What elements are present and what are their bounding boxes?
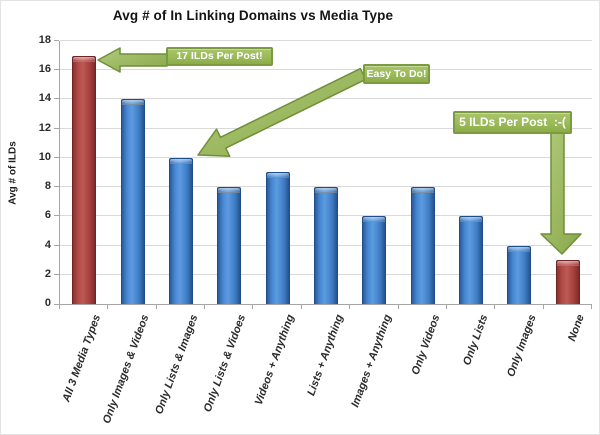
x-tick-mark-3 bbox=[204, 305, 205, 309]
gridline-y-8 bbox=[60, 186, 592, 188]
chart-title: Avg # of In Linking Domains vs Media Typ… bbox=[112, 8, 394, 23]
bar-only-lists bbox=[459, 216, 483, 304]
gridline-y-10 bbox=[60, 156, 592, 158]
callout-17-ilds-per-post: 17 ILDs Per Post! bbox=[166, 47, 273, 66]
y-tick-mark-18 bbox=[54, 40, 59, 41]
x-tick-mark-9 bbox=[494, 305, 495, 309]
x-tick-mark-0 bbox=[59, 305, 60, 309]
y-tick-mark-16 bbox=[54, 69, 59, 71]
gridline-y-12 bbox=[60, 127, 592, 129]
y-tick-mark-6 bbox=[54, 215, 59, 217]
gridline-y-16 bbox=[60, 69, 592, 71]
y-tick-label-8: 8 bbox=[44, 180, 51, 193]
y-tick-mark-0 bbox=[54, 304, 59, 305]
y-tick-label-4: 4 bbox=[44, 238, 51, 251]
x-tick-mark-2 bbox=[156, 305, 157, 309]
x-tick-mark-5 bbox=[301, 305, 302, 309]
y-tick-mark-8 bbox=[54, 186, 59, 188]
bar-only-videos bbox=[411, 187, 435, 304]
arrow-down-left-icon bbox=[197, 67, 367, 157]
y-tick-label-18: 18 bbox=[38, 34, 51, 46]
bar-lists-anything bbox=[314, 187, 338, 304]
x-tick-mark-1 bbox=[107, 305, 108, 309]
y-tick-label-16: 16 bbox=[38, 63, 51, 76]
x-tick-mark-10 bbox=[543, 305, 544, 309]
gridline-y-18 bbox=[60, 40, 592, 41]
bar-only-images bbox=[507, 246, 531, 304]
callout-5-ilds-per-post: 5 ILDs Per Post :-( bbox=[453, 111, 572, 134]
bar-none bbox=[556, 260, 580, 304]
bar-videos-anything bbox=[266, 172, 290, 304]
plot-area bbox=[59, 40, 592, 305]
y-tick-label-6: 6 bbox=[44, 209, 51, 222]
bar-only-lists-images bbox=[169, 158, 193, 304]
bar-all-3-media-types bbox=[72, 56, 96, 304]
x-tick-mark-4 bbox=[252, 305, 253, 309]
bar-only-images-videos bbox=[121, 99, 145, 304]
y-tick-mark-14 bbox=[54, 98, 59, 100]
x-tick-mark-7 bbox=[398, 305, 399, 309]
y-tick-mark-4 bbox=[54, 244, 59, 246]
x-tick-mark-11 bbox=[591, 305, 592, 309]
y-tick-label-0: 0 bbox=[44, 297, 51, 309]
y-tick-label-2: 2 bbox=[44, 267, 51, 280]
y-tick-label-10: 10 bbox=[38, 150, 51, 163]
y-tick-mark-10 bbox=[54, 156, 59, 158]
x-tick-mark-8 bbox=[446, 305, 447, 309]
y-tick-mark-12 bbox=[54, 127, 59, 129]
arrow-down-icon bbox=[540, 131, 582, 255]
y-tick-label-12: 12 bbox=[38, 121, 51, 134]
x-tick-mark-6 bbox=[349, 305, 350, 309]
bar-images-anything bbox=[362, 216, 386, 304]
arrow-left-icon bbox=[97, 47, 168, 73]
bar-only-lists-vidoes bbox=[217, 187, 241, 304]
y-tick-mark-2 bbox=[54, 273, 59, 275]
y-tick-label-14: 14 bbox=[38, 92, 51, 105]
callout-easy-to-do: Easy To Do! bbox=[363, 64, 430, 84]
